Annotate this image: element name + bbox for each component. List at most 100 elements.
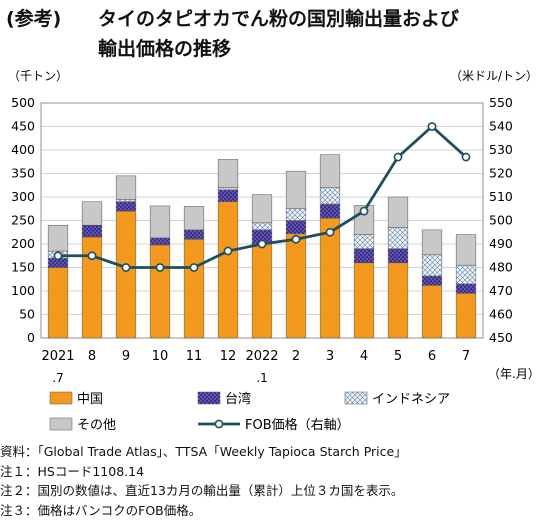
right-axis-unit: （米ドル/トン） bbox=[450, 69, 538, 83]
legend-label-2: インドネシア bbox=[372, 392, 450, 407]
left-tick-label: 500 bbox=[11, 95, 35, 110]
fob-price-point bbox=[427, 122, 437, 131]
bar-segment-0 bbox=[47, 267, 69, 339]
right-tick-label: 520 bbox=[489, 166, 513, 181]
legend-line-marker bbox=[214, 419, 224, 429]
right-tick-label: 530 bbox=[489, 142, 513, 157]
right-tick-label: 490 bbox=[489, 236, 513, 251]
right-tick-label: 470 bbox=[489, 283, 513, 298]
x-tick-label: 12 bbox=[220, 349, 237, 364]
bar-segment-2 bbox=[115, 199, 137, 202]
note-3: 注３：価格はバンコクのFOB価格。 bbox=[0, 502, 202, 518]
bar-segment-2 bbox=[353, 234, 375, 249]
fob-price-point bbox=[359, 206, 369, 216]
fob-price-point bbox=[461, 152, 471, 162]
bar-segment-1 bbox=[421, 275, 443, 286]
bar-segment-1 bbox=[81, 224, 103, 238]
left-tick-label: 100 bbox=[11, 283, 35, 298]
title-line1: タイのタピオカでん粉の国別輸出量および bbox=[98, 8, 460, 30]
chart-title: (参考) タイのタピオカでん粉の国別輸出量および 輸出価格の推移 bbox=[6, 4, 546, 64]
fob-price-point bbox=[189, 263, 199, 272]
x-tick-label: 5 bbox=[394, 349, 402, 364]
left-tick-label: 200 bbox=[11, 236, 35, 251]
x-tick-label: 9 bbox=[122, 349, 130, 364]
x-axis-unit: （年.月） bbox=[488, 367, 540, 381]
fob-price-point bbox=[393, 152, 403, 162]
bar-segment-1 bbox=[387, 248, 409, 264]
right-tick-label: 510 bbox=[489, 189, 513, 204]
legend-label-0: 中国 bbox=[77, 392, 103, 407]
legend-swatch-3 bbox=[49, 417, 73, 431]
bar-segment-2 bbox=[251, 222, 273, 231]
bar-segment-2 bbox=[421, 254, 443, 277]
x-tick-label: 6 bbox=[428, 349, 436, 364]
left-tick-label: 0 bbox=[27, 330, 35, 345]
left-tick-label: 450 bbox=[11, 119, 35, 134]
x-tick-label: 8 bbox=[88, 349, 96, 364]
bar-segment-0 bbox=[251, 243, 273, 339]
left-tick-label: 350 bbox=[11, 166, 35, 181]
note-source: 資料：「Global Trade Atlas」、TTSA「Weekly Tapi… bbox=[0, 444, 407, 459]
x-tick-label: 2 bbox=[292, 349, 300, 364]
right-tick-label: 500 bbox=[489, 213, 513, 228]
bar-segment-3 bbox=[217, 159, 239, 188]
bar-segment-1 bbox=[285, 220, 307, 234]
x-tick-sublabel: .1 bbox=[256, 371, 267, 385]
x-tick-label: 3 bbox=[326, 349, 334, 364]
fob-price-point bbox=[291, 234, 301, 244]
right-tick-label: 550 bbox=[489, 95, 513, 110]
x-tick-label: 11 bbox=[186, 349, 203, 364]
x-tick-sublabel: .7 bbox=[52, 371, 63, 385]
bar-segment-1 bbox=[183, 229, 205, 240]
bar-segment-1 bbox=[115, 201, 137, 212]
left-axis-unit: （千トン） bbox=[8, 69, 68, 83]
bar-segment-1 bbox=[319, 203, 341, 219]
fob-price-point bbox=[223, 246, 233, 256]
notes: 資料：「Global Trade Atlas」、TTSA「Weekly Tapi… bbox=[0, 442, 548, 520]
bar-segment-0 bbox=[455, 293, 477, 339]
title-tag: (参考) bbox=[6, 8, 62, 30]
bar-segment-3 bbox=[387, 196, 409, 228]
x-tick-label: 2022 bbox=[245, 349, 278, 364]
x-tick-label: 2021 bbox=[41, 349, 74, 364]
bar-segment-2 bbox=[217, 187, 239, 191]
bar-segment-1 bbox=[217, 189, 239, 202]
left-tick-label: 300 bbox=[11, 189, 35, 204]
bar-segment-1 bbox=[455, 283, 477, 294]
x-tick-label: 10 bbox=[152, 349, 169, 364]
note-1: 注１：HSコード1108.14 bbox=[0, 463, 145, 479]
x-tick-label: 4 bbox=[360, 349, 368, 364]
bar-segment-1 bbox=[149, 237, 171, 246]
bar-segment-2 bbox=[387, 227, 409, 249]
bar-segment-3 bbox=[183, 206, 205, 231]
fob-price-point bbox=[325, 227, 335, 237]
bar-segment-0 bbox=[217, 201, 239, 339]
bar-segment-3 bbox=[251, 194, 273, 224]
bar-segment-2 bbox=[455, 264, 477, 285]
bar-segment-3 bbox=[319, 154, 341, 188]
bar-segment-0 bbox=[149, 244, 171, 339]
bar-segment-0 bbox=[115, 210, 137, 339]
legend-swatch-1 bbox=[197, 391, 221, 405]
right-tick-label: 540 bbox=[489, 119, 513, 134]
bar-segment-3 bbox=[455, 234, 477, 266]
right-tick-label: 450 bbox=[489, 330, 513, 345]
legend-label-3: その他 bbox=[77, 418, 116, 433]
left-tick-label: 250 bbox=[11, 213, 35, 228]
left-tick-label: 50 bbox=[19, 307, 35, 322]
bar-segment-3 bbox=[47, 224, 69, 252]
right-tick-label: 460 bbox=[489, 307, 513, 322]
fob-price-point bbox=[155, 263, 165, 272]
legend-label-1: 台湾 bbox=[225, 391, 251, 407]
bar-segment-0 bbox=[183, 239, 205, 339]
bar-segment-3 bbox=[81, 201, 103, 226]
bar-segment-3 bbox=[149, 205, 171, 239]
legend-swatch-0 bbox=[49, 391, 73, 405]
bar-segment-0 bbox=[387, 262, 409, 339]
bar-segment-1 bbox=[353, 248, 375, 264]
fob-price-point bbox=[257, 239, 267, 249]
fob-price-point bbox=[121, 263, 131, 272]
x-tick-label: 7 bbox=[462, 349, 470, 364]
fob-price-point bbox=[87, 251, 97, 261]
bar-segment-0 bbox=[353, 262, 375, 339]
